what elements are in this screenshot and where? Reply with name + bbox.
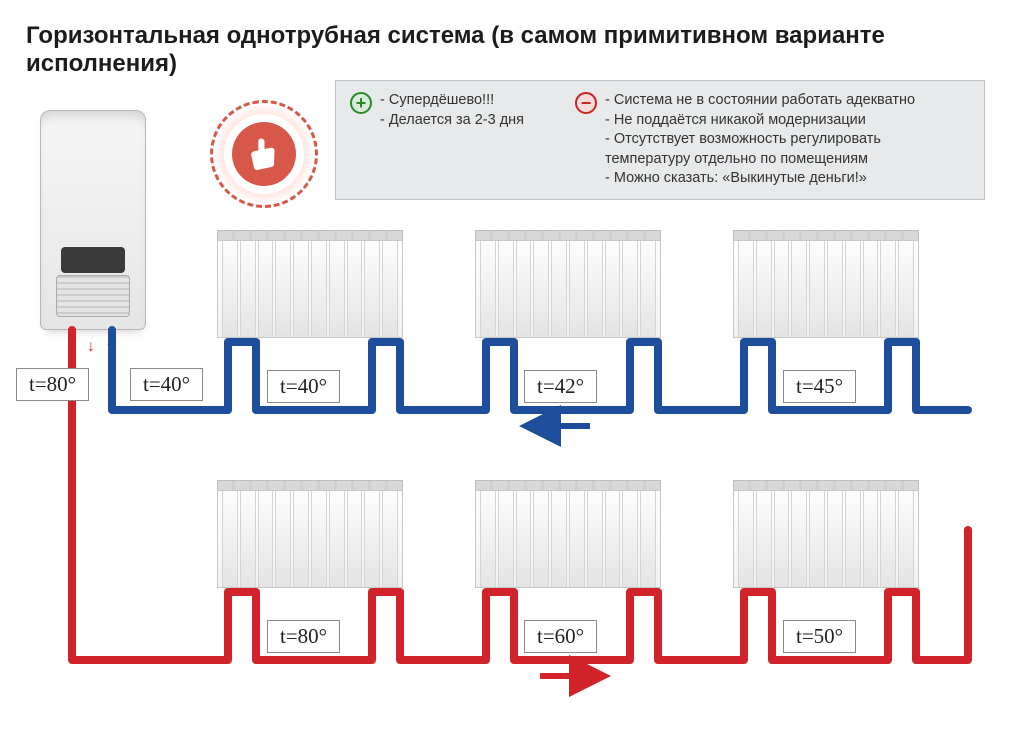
boiler-display xyxy=(67,253,119,269)
boiler xyxy=(40,110,146,330)
thumbs-down-icon xyxy=(226,116,302,192)
radiator xyxy=(217,230,403,338)
temp-top-1: t=40° xyxy=(267,370,340,403)
cons-section: − Система не в состоянии работать адеква… xyxy=(575,91,970,189)
cons-item: Система не в состоянии работать адекватн… xyxy=(605,91,970,111)
arrow-down-icon: ↓ xyxy=(87,338,95,356)
cons-item: Не поддаётся никакой модернизации xyxy=(605,111,970,131)
pros-section: + Супердёшево!!! Делается за 2-3 дня xyxy=(350,91,575,189)
minus-icon: − xyxy=(575,92,597,114)
radiator xyxy=(475,480,661,588)
boiler-flow-arrows: ↓ ↑ xyxy=(84,338,116,356)
cons-item: Отсутствует возможность регулировать тем… xyxy=(605,130,970,169)
arrow-up-icon: ↑ xyxy=(105,338,113,356)
temp-boiler-out: t=80° xyxy=(16,368,89,401)
temp-bottom-1: t=80° xyxy=(267,620,340,653)
page-title: Горизонтальная однотрубная система (в са… xyxy=(26,22,1024,78)
radiator xyxy=(733,230,919,338)
not-recommended-stamp xyxy=(200,90,328,218)
cons-item: Можно сказать: «Выкинутые деньги!» xyxy=(605,169,970,189)
temp-top-2: t=42° xyxy=(524,370,597,403)
radiator xyxy=(217,480,403,588)
plus-icon: + xyxy=(350,92,372,114)
temp-top-3: t=45° xyxy=(783,370,856,403)
radiator xyxy=(475,230,661,338)
info-box: + Супердёшево!!! Делается за 2-3 дня − С… xyxy=(335,80,985,200)
cons-list: Система не в состоянии работать адекватн… xyxy=(605,91,970,189)
temp-bottom-2: t=60° xyxy=(524,620,597,653)
temp-bottom-3: t=50° xyxy=(783,620,856,653)
pros-item: Делается за 2-3 дня xyxy=(380,111,524,131)
temp-boiler-in: t=40° xyxy=(130,368,203,401)
pros-item: Супердёшево!!! xyxy=(380,91,524,111)
radiator xyxy=(733,480,919,588)
pros-list: Супердёшево!!! Делается за 2-3 дня xyxy=(380,91,524,189)
